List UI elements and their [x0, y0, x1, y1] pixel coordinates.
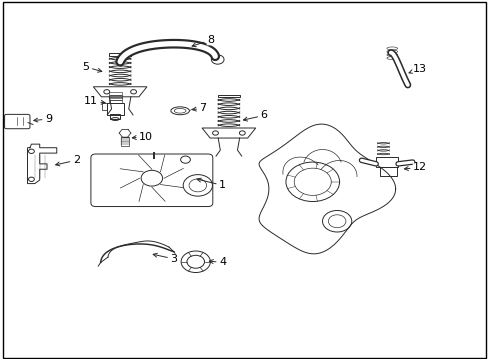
Bar [109, 92, 122, 95]
Bar [109, 98, 122, 100]
Bar [110, 114, 120, 119]
Text: 2: 2 [56, 155, 80, 166]
Bar [106, 103, 124, 115]
Bar [379, 167, 396, 176]
Text: 6: 6 [243, 111, 267, 121]
Text: 10: 10 [132, 132, 153, 142]
Text: 4: 4 [209, 257, 225, 267]
Bar [102, 103, 107, 110]
Text: 9: 9 [34, 114, 52, 124]
Text: 1: 1 [197, 178, 225, 190]
Text: 5: 5 [82, 62, 102, 72]
Text: 8: 8 [192, 35, 213, 47]
Bar [109, 95, 122, 98]
Text: 7: 7 [192, 103, 206, 113]
Bar [121, 137, 129, 146]
Bar [218, 95, 240, 97]
Bar [109, 53, 131, 55]
Text: 12: 12 [404, 162, 426, 172]
Bar [375, 157, 397, 167]
Text: 13: 13 [408, 64, 426, 74]
Text: 3: 3 [153, 253, 177, 264]
Text: 11: 11 [84, 96, 105, 106]
Bar [109, 100, 122, 103]
